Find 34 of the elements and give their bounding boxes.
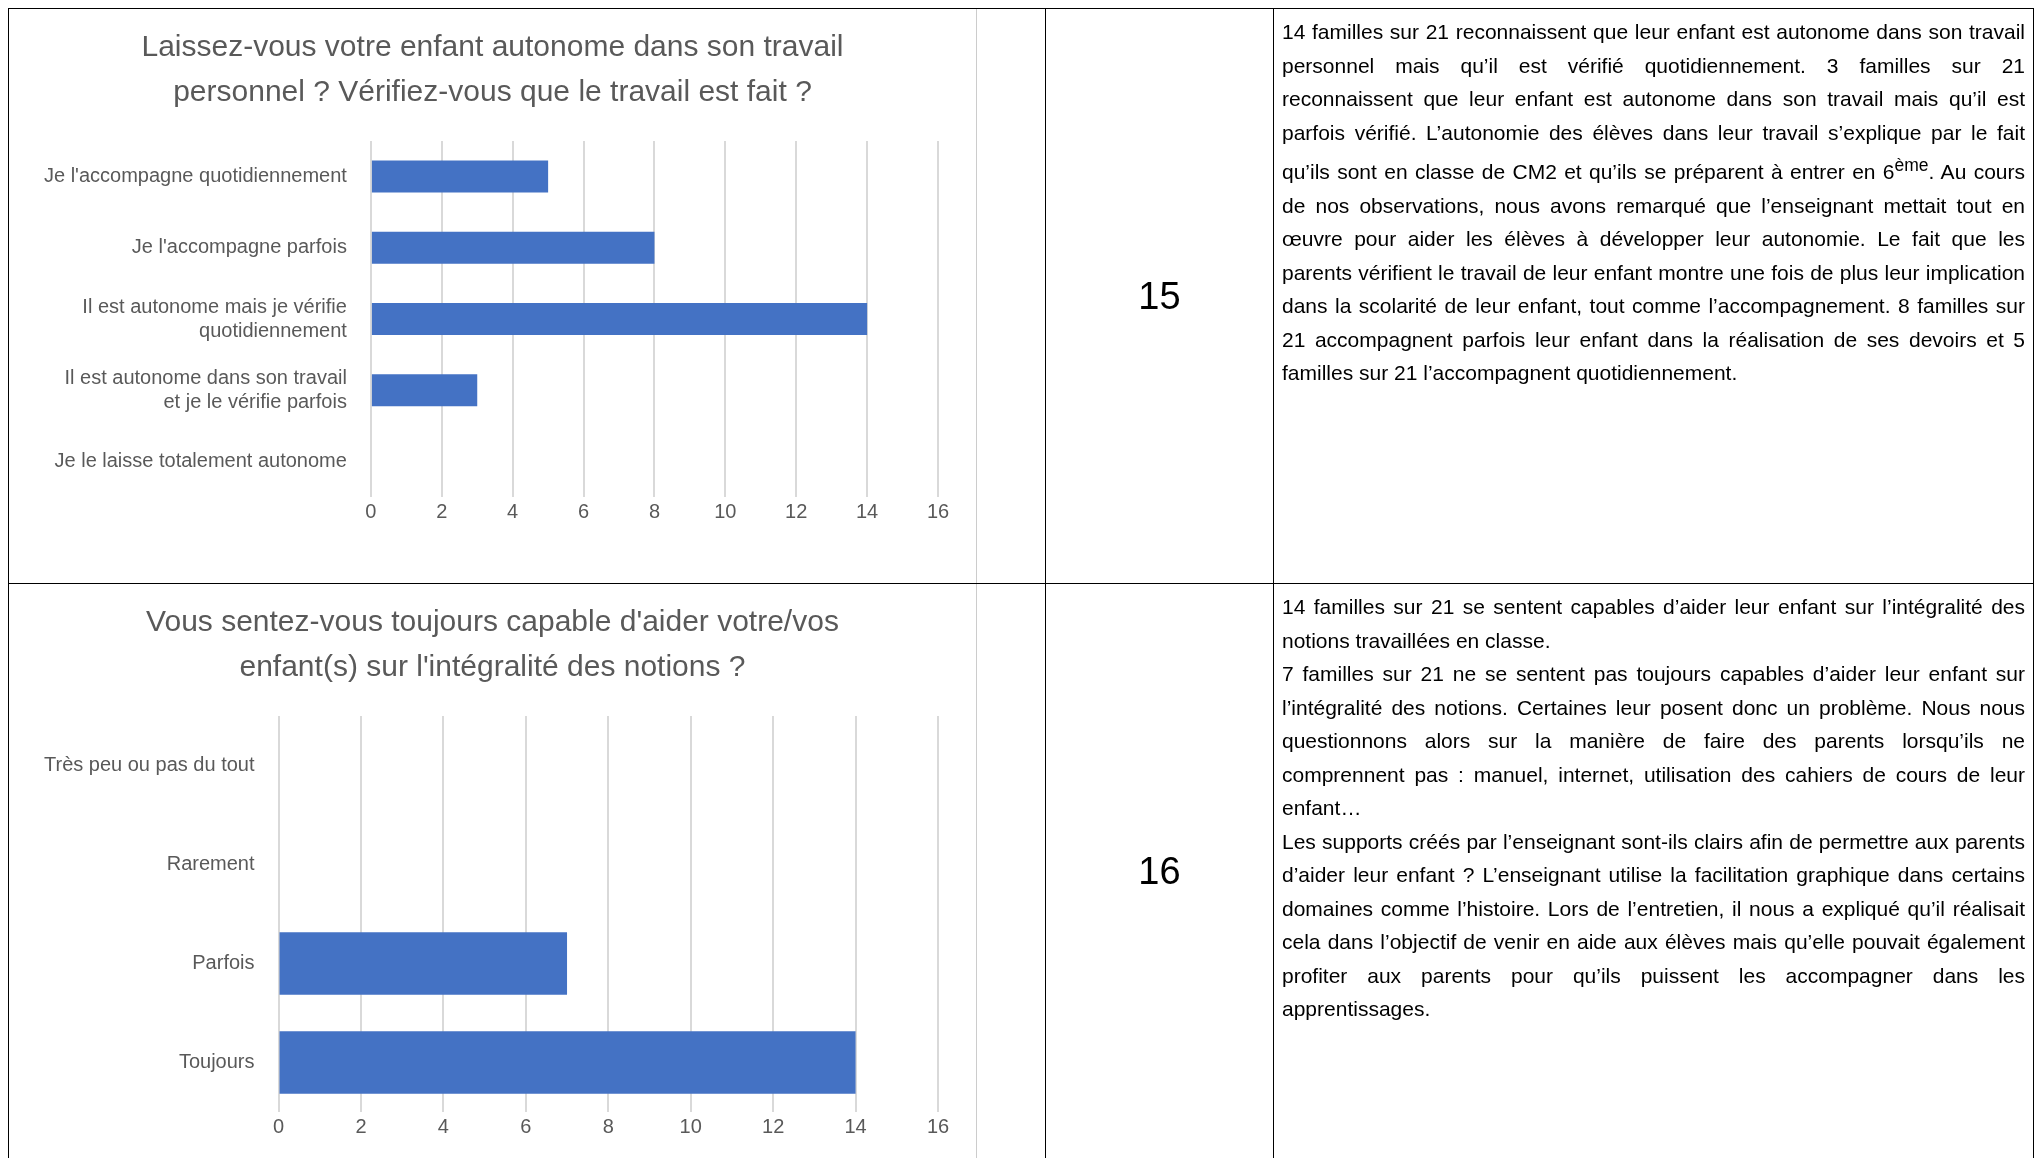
text: 7 familles sur 21 ne se sentent pas toujours capables d’aider leur enfant sur l’intégralité des notions. Certaines leur posent donc un problème. Nous nous questionnons alors sur la manière de faire des parents lorsqu’ils ne comprennent pas : manuel, internet, utilisation des cahiers de cours de leur enfant… [1282, 661, 2025, 821]
y-tick-label: Rarement [166, 852, 255, 875]
x-tick-label: 16 [926, 1114, 949, 1137]
y-tick-label: Je l'accompagne parfois [131, 235, 347, 258]
y-tick-label: Je l'accompagne quotidiennement [43, 164, 347, 187]
y-tick-label: Il est autonome dans son travail et je le vérifie parfois [64, 365, 347, 412]
text: 15 [1046, 9, 1274, 583]
x-tick-label: 12 [784, 499, 807, 522]
text: Les supports créés par l’enseignant sont-ils clairs afin de permettre aux parents d’aider leur enfant ? L’enseignant utilise la facilitation graphique dans certains domaines comme l’histoire. Lors de l’entretien, il nous a expliqué qu’il réalisait cela dans l’objectif de venir en aide aux élèves mais qu’elle pouvait également profiter aux parents pour qu’ils puissent les accompagner dans les apprentissages. [1282, 828, 2025, 1022]
x-tick-label: 0 [364, 499, 376, 522]
x-tick-label: 4 [437, 1114, 449, 1137]
x-tick-label: 8 [648, 499, 660, 522]
x-tick-label: 16 [926, 499, 949, 522]
x-tick-label: 10 [679, 1114, 702, 1137]
x-tick-label: 8 [602, 1114, 614, 1137]
x-tick-label: 14 [855, 499, 878, 522]
x-tick-label: 4 [506, 499, 518, 522]
text: 14 familles sur 21 reconnaissent que leur enfant est autonome dans son travail personnel mais qu’il est vérifié quotidiennement. 3 familles sur 21 reconnaissent que leur enfant est autonome dans son travail mais qu’il est parfois vérifié. L’autonomie des élèves dans leur travail s’explique par le fait qu’ils sont en classe de CM2 et qu’ils se préparent à entrer en 6$^{ème}$. Au cours de nos observations, nous avons remarqué que l’enseignant mettait tout en œuvre pour aider les élèves à développer leur autonomie. Le fait que les parents vérifient le travail de leur enfant montre une fois de plus leur implication dans la scolarité de leur enfant, tout comme l’accompagnement. 8 familles sur 21 accompagnent parfois leur enfant dans la réalisation de ses devoirs et 5 familles sur 21 l’accompagnent quotidiennement. [1282, 20, 2026, 384]
x-tick-label: 2 [354, 1114, 367, 1137]
text: 14 familles sur 21 se sentent capables d’aider leur enfant sur l’intégralité des notions travaillées en classe. [1282, 594, 2025, 654]
x-tick-label: 10 [713, 499, 736, 522]
y-tick-label: Toujours [178, 1050, 255, 1073]
y-tick-label: Parfois [191, 951, 255, 974]
y-tick-label: Je le laisse totalement autonome [54, 448, 347, 471]
chart-title: Vous sentez-vous toujours capable d'aider votre/vos enfant(s) sur l'intégralité des notions ? [145, 603, 840, 684]
chart-title: Laissez-vous votre enfant autonome dans son travail personnel ? Vérifiez-vous que le travail est fait ? [140, 28, 845, 109]
y-tick-label: Il est autonome mais je vérifie quotidiennement [81, 294, 347, 341]
x-tick-label: 2 [435, 499, 447, 522]
x-tick-label: 12 [761, 1114, 784, 1137]
x-tick-label: 6 [519, 1114, 531, 1137]
y-tick-label: Très peu ou pas du tout [43, 753, 255, 776]
x-tick-label: 6 [577, 499, 589, 522]
x-tick-label: 0 [272, 1114, 284, 1137]
x-tick-label: 14 [843, 1114, 867, 1137]
